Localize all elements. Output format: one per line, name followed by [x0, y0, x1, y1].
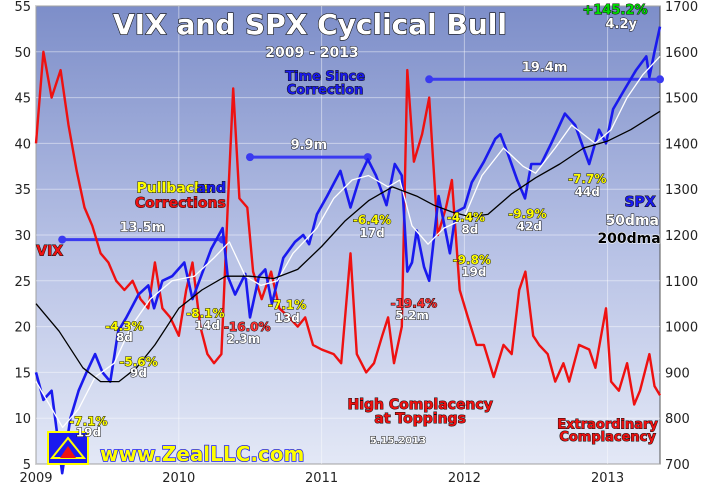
annotation-label: 200dma — [597, 231, 660, 247]
y-tick-left: 40 — [14, 137, 31, 152]
annotation-label: -19.4% — [391, 296, 438, 310]
annotation-label: 8d — [116, 330, 133, 344]
y-tick-left: 5 — [23, 458, 31, 473]
y-tick-right: 1600 — [665, 46, 698, 61]
annotation-label: SPX — [624, 195, 655, 211]
annotation-label: at Toppings — [374, 411, 466, 427]
x-tick: 2009 — [19, 471, 52, 486]
series-line-200dma — [35, 110, 661, 383]
annotation-label: -4.4% — [447, 210, 485, 224]
annotation-label: 50dma — [605, 213, 659, 229]
annotation-label: Corrections — [135, 196, 226, 212]
series-line-spx — [34, 26, 662, 475]
watermark: www.ZealLLC.com — [100, 442, 304, 466]
annotation-label: Complacency — [559, 430, 656, 445]
bracket-label: 9.9m — [291, 138, 328, 153]
y-tick-right: 900 — [665, 366, 690, 381]
y-tick-right: 1100 — [665, 275, 698, 290]
y-tick-left: 20 — [14, 321, 31, 336]
x-tick: 2010 — [162, 471, 195, 486]
annotation-label: +145.2% — [582, 3, 647, 18]
axes: 5 10 15 20 25 30 35 40 45 50 55 700 800 900 1000 1100 12… — [14, 0, 698, 486]
series-line-vix — [34, 50, 662, 406]
x-tick: 2013 — [591, 471, 624, 486]
annotation-label: 8d — [461, 223, 478, 237]
annotation-label: 2.3m — [226, 332, 260, 346]
annotation-label: -8.1% — [186, 306, 224, 320]
annotation-label: -7.1% — [69, 415, 107, 429]
annotation-label: Extraordinary — [557, 417, 658, 432]
annotation-label: 13d — [275, 311, 300, 325]
annotation-label: -9.8% — [453, 253, 491, 267]
annotation-label: 19d — [76, 426, 101, 440]
y-tick-left: 50 — [14, 46, 31, 61]
x-tick: 2011 — [305, 471, 338, 486]
bracket-end — [363, 153, 372, 162]
y-tick-right: 1500 — [665, 92, 698, 107]
annotation-label: 9d — [130, 366, 147, 380]
annotation-label: Pullbacks — [136, 180, 211, 196]
annotation-label: 44d — [575, 185, 600, 199]
annotation-label: Time Since — [285, 70, 365, 85]
bracket-end — [58, 235, 67, 244]
y-tick-left: 45 — [14, 92, 31, 107]
annotation-label: and — [197, 180, 226, 196]
chart-title: VIX and SPX Cyclical Bull — [113, 8, 507, 41]
y-tick-left: 10 — [14, 412, 31, 427]
y-tick-right: 1300 — [665, 183, 698, 198]
y-tick-right: 800 — [665, 412, 690, 427]
annotation-label: High Complacency — [348, 397, 493, 413]
annotation-label: Correction — [287, 83, 364, 98]
y-tick-right: 1400 — [665, 137, 698, 152]
zeal-logo — [47, 431, 89, 465]
y-tick-left: 15 — [14, 366, 31, 381]
plot-background — [35, 5, 661, 465]
bracket-end — [245, 153, 254, 162]
annotation-label: VIX — [36, 244, 63, 260]
annotation-label: -5.6% — [119, 355, 157, 369]
y-tick-right: 1700 — [665, 0, 698, 15]
annotation-label: 14d — [195, 318, 220, 332]
annotation-label: -16.0% — [224, 320, 271, 334]
y-tick-right: 700 — [665, 458, 690, 473]
y-tick-left: 30 — [14, 229, 31, 244]
gridlines — [35, 5, 660, 465]
y-tick-left: 25 — [14, 275, 31, 290]
bracket-label: 13.5m — [120, 221, 166, 236]
bracket-end — [656, 75, 664, 84]
annotation-label: -7.7% — [568, 172, 606, 186]
annotation-label: 5.15.2013 — [370, 435, 426, 446]
annotation-label: -9.9% — [508, 207, 546, 221]
annotation-label: -6.4% — [353, 213, 391, 227]
y-tick-left: 55 — [14, 0, 31, 15]
series-group — [34, 26, 662, 475]
annotation-label: -4.3% — [105, 319, 143, 333]
bracket-group: 13.5m 9.9m 19.4m — [58, 60, 664, 244]
annotation-label: 42d — [517, 219, 542, 233]
y-tick-right: 1200 — [665, 229, 698, 244]
annotation-label: 19d — [461, 265, 486, 279]
bracket-label: 19.4m — [522, 60, 568, 75]
annotation-label: 17d — [359, 226, 384, 240]
annotation-label: 4.2y — [606, 17, 638, 32]
y-tick-right: 1000 — [665, 321, 698, 336]
bracket-end — [425, 75, 434, 84]
y-tick-left: 35 — [14, 183, 31, 198]
annotation-label: 5.2m — [395, 309, 429, 323]
annotation-label: -7.1% — [268, 298, 306, 312]
series-line-50dma — [35, 55, 661, 429]
chart-subtitle: 2009 - 2013 — [265, 45, 359, 61]
x-tick: 2012 — [448, 471, 481, 486]
